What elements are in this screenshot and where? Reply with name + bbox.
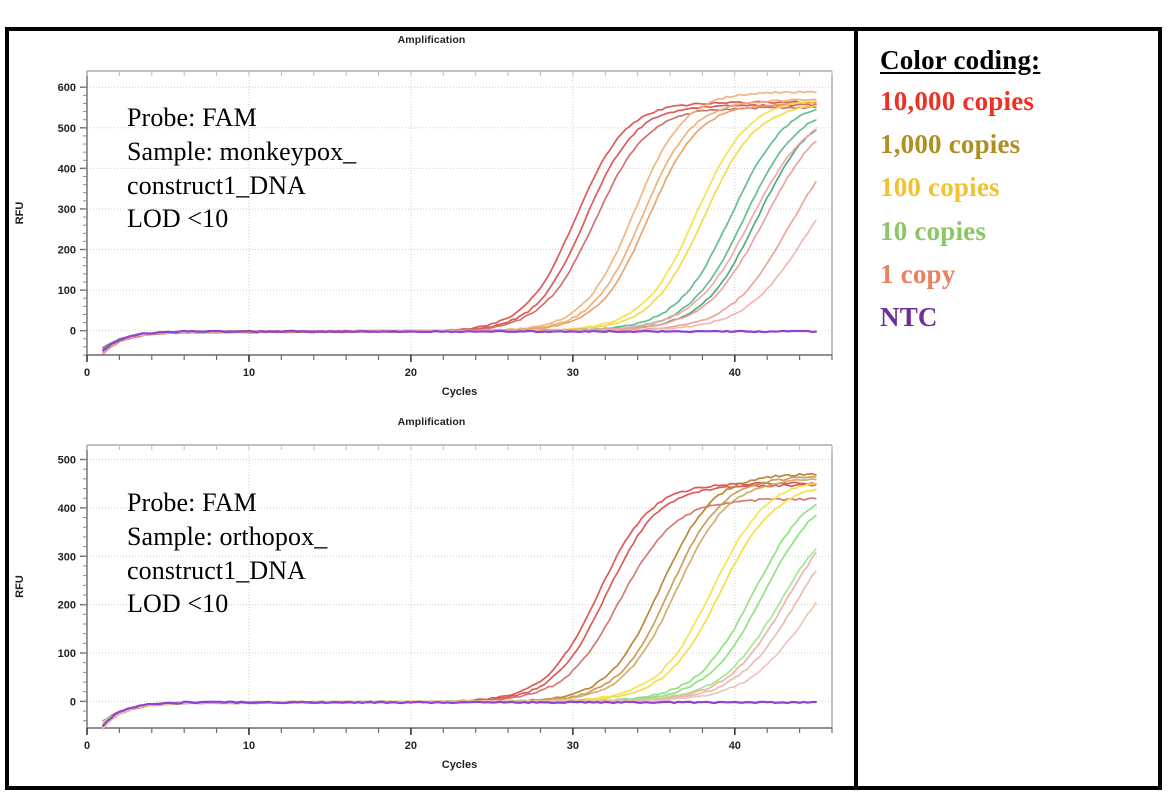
- chart-canvas-1: 0 100 200 300 400 500 600 0 10 20 30 40 Cycles RFU: [9, 31, 854, 413]
- svg-text:30: 30: [567, 740, 579, 752]
- chart-svg-1: 0 100 200 300 400 500 600 0 10 20 30 40 Cycles RFU: [14, 70, 833, 398]
- svg-text:40: 40: [729, 367, 741, 379]
- svg-text:10: 10: [243, 367, 255, 379]
- legend-item-1: 1 copy: [880, 258, 956, 289]
- svg-text:100: 100: [58, 285, 76, 297]
- figure-frame: Amplification 0 100 200 300 400 500 600 0 10 20 30…: [5, 27, 1162, 790]
- svg-text:100: 100: [58, 648, 76, 660]
- legend-item-100: 100 copies: [880, 172, 1000, 203]
- annotation-text-2: Probe: FAM Sample: orthopox_ construct1_…: [127, 486, 327, 621]
- svg-text:500: 500: [58, 455, 76, 467]
- legend-item-1000: 1,000 copies: [880, 129, 1021, 160]
- svg-text:400: 400: [58, 163, 76, 175]
- svg-text:300: 300: [58, 204, 76, 216]
- amplification-panel-2: Amplification 0 100 200 300 400 500 0 10 20 30 40 C…: [9, 413, 854, 786]
- svg-text:RFU: RFU: [14, 575, 26, 598]
- annotation-line: Probe: FAM Sample: monkeypox_ construct1…: [127, 103, 357, 234]
- svg-text:10: 10: [243, 740, 255, 752]
- chart-svg-2: 0 100 200 300 400 500 0 10 20 30 40 Cycles RFU: [14, 444, 833, 771]
- svg-text:RFU: RFU: [14, 202, 26, 225]
- charts-column: Amplification 0 100 200 300 400 500 600 0 10 20 30…: [9, 31, 858, 786]
- svg-text:Cycles: Cycles: [442, 386, 477, 398]
- svg-text:Cycles: Cycles: [442, 759, 477, 771]
- legend-item-10: 10 copies: [880, 215, 987, 246]
- svg-text:0: 0: [84, 367, 90, 379]
- chart-canvas-2: 0 100 200 300 400 500 0 10 20 30 40 Cycles RFU: [9, 413, 854, 786]
- svg-text:0: 0: [70, 696, 76, 708]
- svg-text:600: 600: [58, 82, 76, 94]
- svg-text:20: 20: [405, 367, 417, 379]
- svg-text:30: 30: [567, 367, 579, 379]
- svg-text:200: 200: [58, 245, 76, 257]
- legend-item-10000: 10,000 copies: [880, 86, 1035, 116]
- svg-text:400: 400: [58, 503, 76, 515]
- svg-text:0: 0: [84, 740, 90, 752]
- legend-column: Color coding: 10,000 copies 1,000 copies…: [858, 31, 1158, 786]
- svg-text:40: 40: [729, 740, 741, 752]
- svg-text:20: 20: [405, 740, 417, 752]
- svg-text:200: 200: [58, 600, 76, 612]
- chart-title-1: Amplification: [397, 34, 466, 46]
- svg-text:500: 500: [58, 123, 76, 135]
- annotation-line: Probe: FAM Sample: orthopox_ construct1_…: [127, 488, 328, 619]
- legend-item-ntc: NTC: [880, 302, 938, 333]
- svg-text:300: 300: [58, 551, 76, 563]
- svg-text:0: 0: [70, 326, 76, 338]
- chart-title-2: Amplification: [397, 416, 466, 428]
- legend-title: Color coding:: [880, 45, 1041, 75]
- annotation-text-1: Probe: FAM Sample: monkeypox_ construct1…: [127, 101, 356, 236]
- amplification-panel-1: Amplification 0 100 200 300 400 500 600 0 10 20 30…: [9, 31, 854, 413]
